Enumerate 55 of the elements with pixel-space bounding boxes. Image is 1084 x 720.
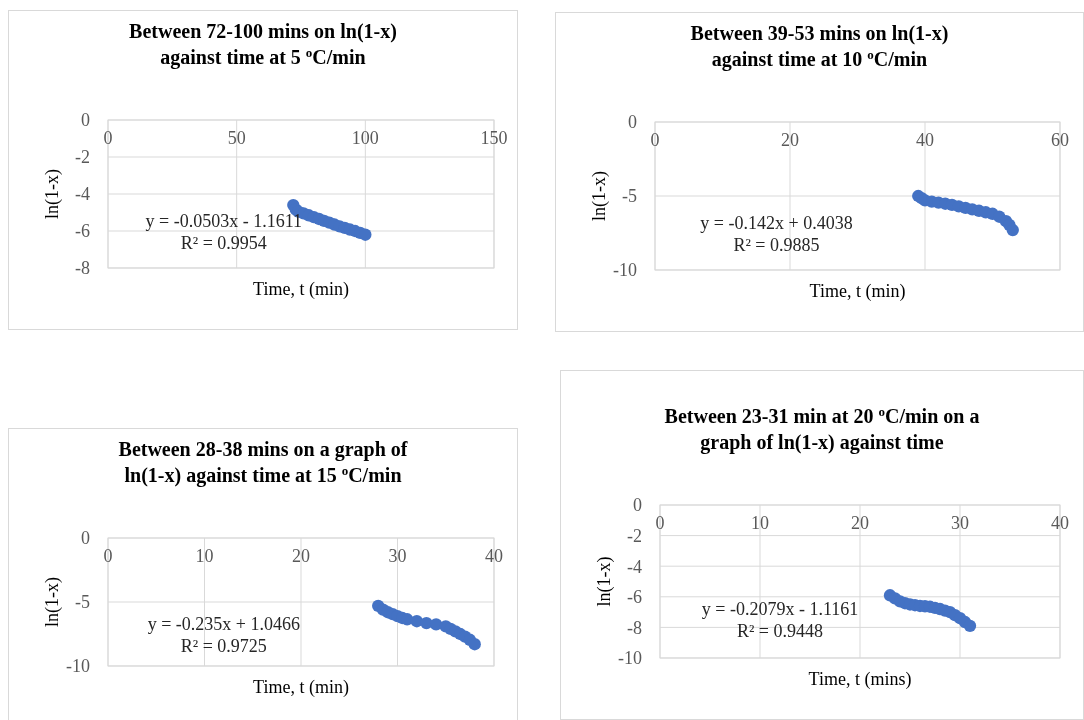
y-tick-label: -4 (75, 184, 90, 205)
x-tick-label: 0 (103, 128, 113, 148)
chart-title: Between 72-100 mins on ln(1-x) against time at 5 $^{o}$C/min (129, 20, 397, 69)
chart-title: Between 23-31 min at 20 $^{o}$C/min on a graph of ln(1-x) against time (664, 403, 980, 454)
y-tick-label: 0 (628, 112, 637, 133)
y-axis-title: ln(1-x) (589, 171, 610, 221)
annotation: R² = 0.9954 (180, 232, 267, 253)
annotation: y = -0.2079x - 1.1161 (701, 599, 859, 620)
y-tick-label: -10 (618, 648, 642, 669)
y-tick-label: -6 (627, 587, 642, 608)
y-axis-title: ln(1-x) (42, 577, 63, 627)
y-tick-label: -2 (75, 147, 90, 168)
x-tick-label: 100 (351, 128, 379, 148)
x-tick-label: 0 (655, 513, 665, 533)
x-tick-label: 20 (851, 513, 869, 533)
annotation: R² = 0.9885 (733, 234, 820, 255)
y-tick-label: 0 (81, 110, 90, 131)
x-tick-label: 0 (103, 546, 113, 566)
x-tick-label: 50 (227, 128, 246, 148)
x-tick-label: 40 (485, 546, 503, 566)
x-tick-label: 20 (292, 546, 310, 566)
x-tick-label: 60 (1051, 130, 1069, 150)
x-tick-label: 40 (916, 130, 934, 150)
annotation: y = -0.235x + 1.0466 (147, 614, 300, 635)
x-axis-title: Time, t (min) (253, 279, 349, 300)
x-tick-label: 150 (480, 128, 508, 148)
chart-title: Between 39-53 mins on ln(1-x) against time at 10 $^{o}$C/min (690, 22, 949, 71)
y-tick-label: -10 (613, 260, 637, 281)
chart-title: Between 28-38 mins on a graph of ln(1-x) against time at 15 $^{o}$C/min (118, 438, 408, 487)
x-axis-title: Time, t (min) (809, 281, 906, 302)
y-tick-label: 0 (633, 495, 642, 516)
x-axis-title: Time, t (mins) (808, 669, 912, 690)
x-tick-label: 40 (1051, 513, 1069, 533)
y-tick-label: -6 (75, 221, 90, 242)
y-tick-label: -2 (627, 525, 642, 546)
annotation: y = -0.0503x - 1.1611 (145, 210, 303, 231)
x-tick-label: 30 (951, 513, 969, 533)
annotation: R² = 0.9725 (180, 636, 267, 657)
y-tick-label: -5 (75, 592, 90, 613)
y-tick-label: -8 (75, 258, 90, 279)
y-axis-title: ln(1-x) (594, 556, 615, 607)
x-tick-label: 20 (781, 130, 799, 150)
x-tick-label: 30 (388, 546, 407, 566)
y-tick-label: 0 (81, 528, 90, 549)
y-tick-label: -4 (627, 556, 642, 577)
x-tick-label: 10 (751, 513, 769, 533)
x-tick-label: 0 (650, 130, 660, 150)
annotation: R² = 0.9448 (736, 621, 824, 642)
x-tick-label: 10 (195, 546, 214, 566)
annotation: y = -0.142x + 0.4038 (700, 212, 853, 233)
y-tick-label: -10 (66, 656, 90, 677)
y-tick-label: -5 (622, 186, 637, 207)
y-tick-label: -8 (627, 617, 642, 638)
x-axis-title: Time, t (min) (253, 677, 349, 698)
y-axis-title: ln(1-x) (42, 169, 63, 219)
